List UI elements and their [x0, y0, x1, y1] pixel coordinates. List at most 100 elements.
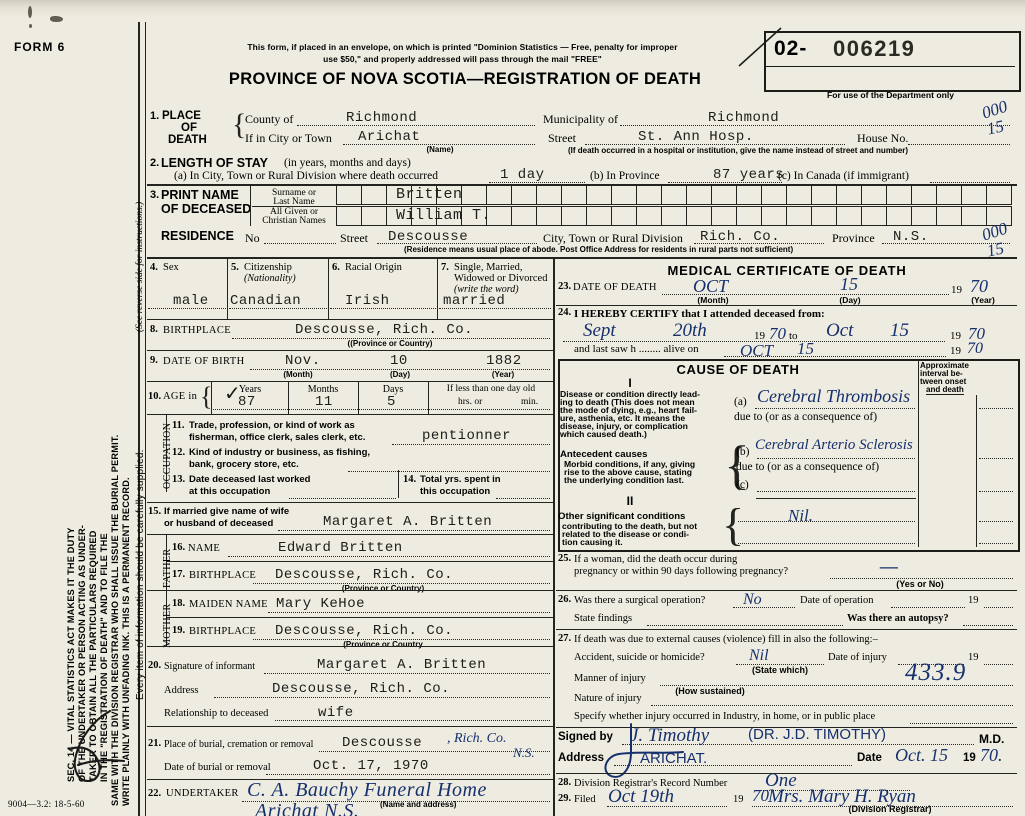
house-no-label: House No. [857, 131, 909, 145]
item28-no: 28. [558, 777, 572, 788]
item29-registrar-dotline [752, 806, 1013, 807]
racial-origin-item-no: 6. [332, 262, 340, 273]
registration-box-divider [766, 66, 1015, 67]
cause-of-death-box [558, 359, 1020, 552]
length-of-stay-a-label: (a) In City, Town or Rural Division wher… [174, 170, 438, 182]
item23-month-sub: (Month) [697, 295, 729, 305]
item17-dotline [253, 583, 550, 584]
item25-label-line1: If a woman, did the death occur during [574, 554, 738, 565]
place-of-death-label-line2: OF [181, 122, 197, 134]
dob-dotline [250, 369, 550, 370]
item24-last-month: OCT [740, 341, 774, 360]
length-of-stay-b-label: (b) In Province [590, 170, 660, 182]
dob-year-value: 1882 [486, 353, 522, 369]
signed-date-label: Date [857, 752, 882, 764]
item27-specify-dotline [910, 723, 1013, 724]
interval-header-line2: interval be- [920, 369, 963, 378]
item27-injury-year-dotline [984, 664, 1013, 665]
item24-last-year-prefix: 19 [950, 345, 961, 357]
form-footer-code: 9004—3.2: 18-5-60 [8, 799, 85, 809]
age-dotline [213, 409, 550, 410]
municipality-value: Richmond [708, 110, 780, 126]
cause-b-interval-dotline [979, 458, 1013, 459]
birthplace-item-no: 8. [150, 324, 158, 335]
department-use-note: For use of the Department only [826, 90, 954, 100]
item13-label-line1: Date deceased last worked [189, 474, 311, 485]
place-of-death-label-line1: PLACE [162, 110, 201, 122]
cause-b-value: Cerebral Arterio Sclerosis [755, 437, 913, 453]
item28-dotline [760, 790, 910, 791]
cause-interval-inner-rule [976, 395, 977, 547]
item21-place-ink-note: , Rich. Co. [447, 731, 507, 746]
marital-item-no: 7. [441, 262, 449, 273]
racial-origin-dotline [330, 308, 436, 309]
cause-antecedent-line2: Morbid conditions, if any, giving [564, 459, 696, 469]
item27-accident-dotline [736, 664, 824, 665]
cause-direct-line5: disease, injury, or complication [560, 421, 688, 431]
item24-to-year-prefix: 19 [950, 330, 961, 342]
print-name-label-line1: PRINT NAME [161, 188, 239, 202]
cause-a-marker: (a) [734, 396, 747, 408]
rule-below-item23 [556, 305, 1017, 306]
item22-sub: (Name and address) [380, 800, 457, 809]
cause-direct-line6: which caused death.) [560, 429, 647, 439]
item28-value: One [765, 770, 797, 791]
item17-no: 17. [172, 569, 186, 580]
item24-to-year: 70 [968, 324, 985, 343]
item12-dotline [348, 471, 550, 472]
demo-rule-1 [227, 258, 228, 320]
sidebar-every-item-note: Every item of information should be care… [135, 449, 146, 700]
demo-rule-2 [328, 258, 329, 320]
item20-address-dotline [214, 697, 550, 698]
age-item-no: 10. [148, 391, 162, 402]
cause-direct-line2: ing to death (This does not mean [560, 397, 695, 407]
item29-label: Filed [574, 794, 596, 805]
rule-below-item27 [556, 727, 1017, 728]
item16-dotline [228, 556, 550, 557]
dob-day-value: 10 [390, 353, 408, 369]
street-sub-note: (If death occurred in a hospital or inst… [568, 146, 909, 155]
citizenship-label: Citizenship [244, 262, 292, 273]
item12-label-line1: Kind of industry or business, as fishing… [189, 447, 371, 458]
item23-month-value: OCT [693, 276, 729, 296]
page-title: PROVINCE OF NOVA SCOTIA—REGISTRATION OF … [228, 70, 702, 88]
doctor-signature-flourish [604, 723, 684, 778]
paper-smudge-3 [50, 16, 63, 22]
residence-no-label: No [245, 231, 260, 245]
marital-dotline [439, 308, 551, 309]
cause-b-due-to: due to (or as a consequence of) [736, 461, 880, 473]
item15-value: Margaret A. Britten [323, 514, 493, 530]
item27-injury-year-prefix: 19 [968, 652, 979, 663]
citizenship-sub: (Nationality) [244, 273, 296, 284]
sex-value: male [173, 293, 209, 309]
item21-date-label: Date of burial or removal [164, 762, 271, 773]
sidebar-inner-rule [145, 22, 146, 816]
rule-below-spouse [147, 534, 553, 535]
rule-between-mother-rows [167, 617, 553, 618]
citizenship-value: Canadian [230, 293, 302, 309]
item16-label: NAME [188, 543, 221, 554]
cause-c-dotline [757, 491, 915, 492]
cause-section-II: II [626, 494, 634, 508]
surname-label-line1: Surname or [271, 188, 317, 198]
residence-street-value: Descousse [388, 229, 469, 245]
signed-by-md: M.D. [979, 732, 1005, 746]
item20-relationship-label: Relationship to deceased [164, 708, 269, 719]
item27-nature-label: Nature of injury [574, 693, 642, 704]
item24-from-dotline [563, 341, 945, 342]
cause-other-value: Nil. [788, 506, 814, 525]
item26-year-prefix: 19 [968, 595, 979, 606]
item24-to-day: 15 [890, 320, 909, 341]
racial-origin-label: Racial Origin [345, 262, 402, 273]
rule-below-father [147, 590, 553, 591]
marital-sub: (write the word) [454, 284, 519, 295]
item22-label: UNDERTAKER [166, 788, 239, 799]
municipality-dotline [620, 125, 1010, 126]
item26-label: Was there a surgical operation? [574, 595, 706, 606]
item19-label: BIRTHPLACE [189, 626, 257, 637]
signed-by-signature: J. Timothy [630, 725, 710, 746]
cause-b-dotline [757, 458, 915, 459]
item24-from-year-prefix: 19 [754, 330, 765, 342]
paper-top-edge [0, 0, 1025, 18]
item26-autopsy-dotline [963, 625, 1013, 626]
